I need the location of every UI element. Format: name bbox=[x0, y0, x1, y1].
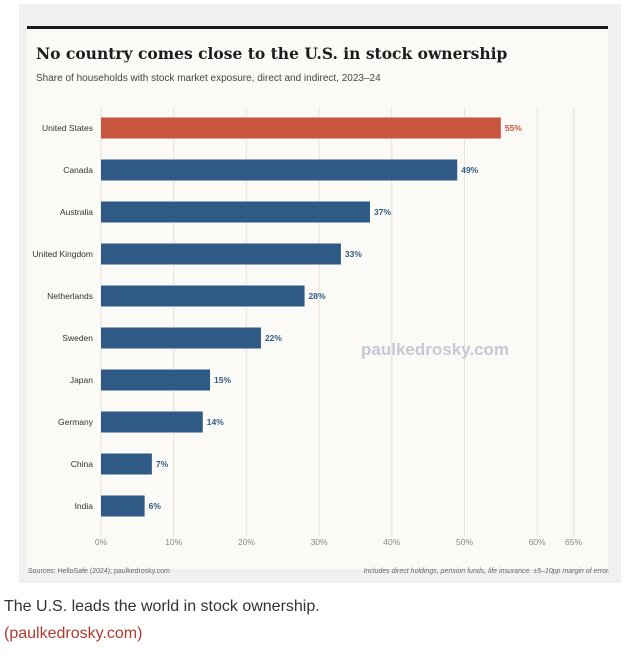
methodology-note: Includes direct holdings, pension funds,… bbox=[363, 568, 610, 575]
bar bbox=[101, 285, 305, 307]
chart-subtitle: Share of households with stock market ex… bbox=[36, 73, 381, 84]
x-tick-label: 50% bbox=[456, 537, 473, 547]
value-label: 37% bbox=[374, 207, 391, 217]
bar bbox=[101, 201, 370, 223]
bar bbox=[101, 243, 341, 265]
category-label: Australia bbox=[60, 207, 93, 217]
value-label: 14% bbox=[207, 417, 224, 427]
value-label: 15% bbox=[214, 375, 231, 385]
bar bbox=[101, 159, 458, 181]
bar bbox=[101, 327, 261, 349]
category-label: India bbox=[75, 501, 94, 511]
sources-note: Sources: HelloSafe (2024); paulkedrosky.… bbox=[28, 568, 170, 575]
chart-panel: No country comes close to the U.S. in st… bbox=[27, 26, 608, 569]
x-tick-label: 20% bbox=[238, 537, 255, 547]
category-label: Japan bbox=[70, 375, 93, 385]
bar bbox=[101, 453, 152, 475]
bar-chart: 0% 10% 20% 30% 40% 50% 60% 65% United States 55% C… bbox=[33, 107, 582, 547]
value-label: 22% bbox=[265, 333, 282, 343]
x-tick-label: 65% bbox=[565, 537, 582, 547]
bar bbox=[101, 495, 145, 517]
value-label: 28% bbox=[309, 291, 326, 301]
category-label: Sweden bbox=[62, 333, 93, 343]
bar bbox=[101, 117, 501, 139]
value-label: 6% bbox=[149, 501, 162, 511]
x-tick-label: 0% bbox=[95, 537, 108, 547]
x-tick-label: 40% bbox=[383, 537, 400, 547]
x-tick-label: 30% bbox=[311, 537, 328, 547]
value-label: 49% bbox=[461, 165, 478, 175]
chart-title: No country comes close to the U.S. in st… bbox=[36, 44, 508, 63]
category-label: United States bbox=[42, 123, 93, 133]
category-label: Germany bbox=[58, 417, 94, 427]
bar bbox=[101, 411, 203, 433]
value-label: 7% bbox=[156, 459, 169, 469]
x-tick-label: 60% bbox=[529, 537, 546, 547]
chart-card: No country comes close to the U.S. in st… bbox=[19, 4, 621, 583]
value-label: 55% bbox=[505, 123, 522, 133]
value-label: 33% bbox=[345, 249, 362, 259]
x-tick-label: 10% bbox=[165, 537, 182, 547]
source-link[interactable]: (paulkedrosky.com) bbox=[4, 625, 143, 642]
category-label: Canada bbox=[63, 165, 93, 175]
figure-caption: The U.S. leads the world in stock owners… bbox=[4, 598, 320, 615]
watermark-text: paulkedrosky.com bbox=[361, 340, 510, 359]
category-label: United Kingdom bbox=[33, 249, 93, 259]
category-label: China bbox=[71, 459, 93, 469]
bar bbox=[101, 369, 211, 391]
category-label: Netherlands bbox=[47, 291, 93, 301]
